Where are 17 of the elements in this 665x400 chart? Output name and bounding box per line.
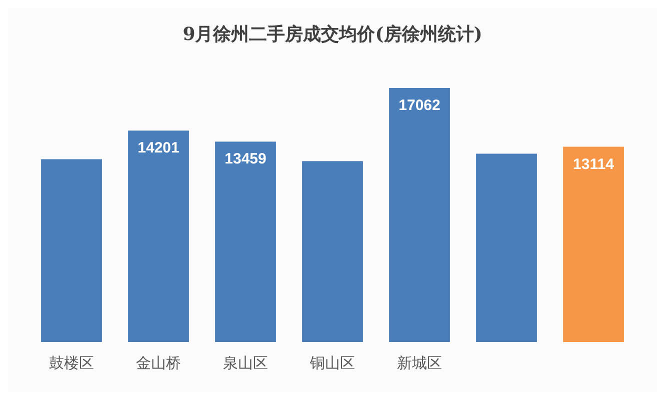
- bar: [476, 154, 537, 342]
- data-label: 14201: [138, 140, 180, 157]
- bar: [563, 146, 624, 342]
- data-label: 13114: [573, 156, 615, 173]
- data-label: 17062: [398, 97, 440, 114]
- data-label: 13459: [224, 150, 266, 168]
- x-tick-label: 金山桥: [136, 354, 181, 372]
- x-tick-label: 新城区: [397, 354, 442, 372]
- x-tick-label: 鼓楼区: [49, 354, 94, 372]
- x-tick-label: 铜山区: [309, 354, 355, 372]
- bar: [128, 130, 189, 342]
- bar: [41, 159, 102, 342]
- bar: [302, 161, 363, 342]
- bar: [215, 142, 276, 342]
- bar: [389, 88, 450, 342]
- chart-title: 9月徐州二手房成交均价(房徐州统计): [182, 24, 482, 45]
- x-tick-label: 泉山区: [223, 354, 268, 372]
